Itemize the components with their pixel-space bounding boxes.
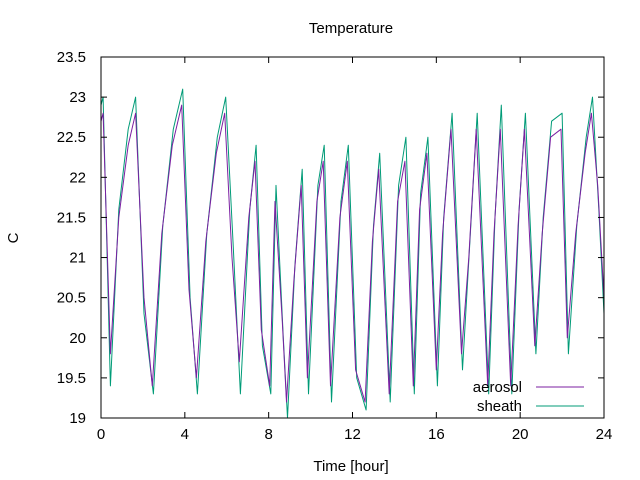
series-line-aerosol [100, 104, 605, 403]
y-tick-label: 19.5 [57, 370, 86, 387]
series-line-sheath [100, 88, 605, 419]
x-tick-label: 12 [344, 426, 361, 443]
x-tick-label: 20 [512, 426, 529, 443]
y-tick-label: 22.5 [57, 129, 86, 146]
y-tick-label: 20.5 [57, 290, 86, 307]
y-tick-label: 20 [69, 330, 86, 347]
legend: aerosol sheath [473, 379, 584, 415]
x-tick-label: 0 [97, 426, 105, 443]
y-axis-label: C [5, 232, 22, 243]
y-tick-label: 19 [69, 410, 86, 427]
y-tick-label: 21.5 [57, 209, 86, 226]
chart-title: Temperature [309, 20, 393, 37]
y-tick-label: 21 [69, 250, 86, 267]
legend-label-aerosol: aerosol [473, 379, 522, 396]
y-tick-label: 23.5 [57, 49, 86, 66]
x-tick-label: 4 [181, 426, 189, 443]
x-tick-label: 16 [428, 426, 445, 443]
y-tick-label: 23 [69, 89, 86, 106]
x-tick-label: 24 [596, 426, 613, 443]
legend-label-sheath: sheath [477, 398, 522, 415]
plot-frame [100, 56, 605, 419]
y-tick-label: 22 [69, 169, 86, 186]
axis-ticks: 0 4 8 12 16 20 24 19 19.5 20 20.5 21 21.5 22 22.5 23 23.… [57, 49, 613, 443]
x-tick-label: 8 [264, 426, 272, 443]
plot-lines [100, 88, 605, 419]
x-axis-label: Time [hour] [313, 458, 388, 475]
